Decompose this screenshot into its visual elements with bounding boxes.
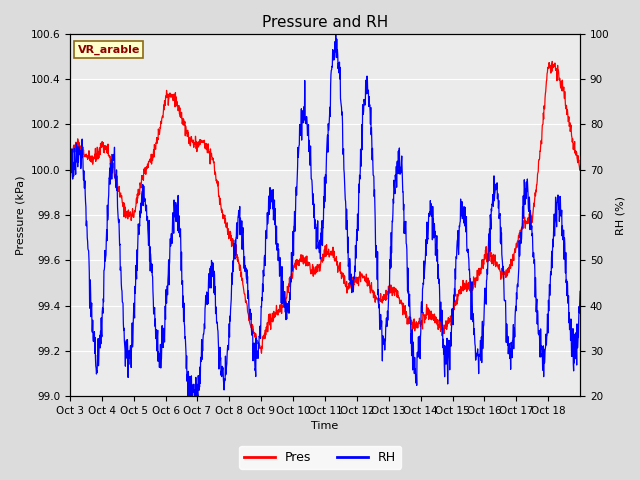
RH [293,175,301,180]
Pres [258,350,266,356]
Line: Pres: Pres [70,61,580,353]
Pres [303,261,310,266]
Pres [356,279,364,285]
Pres [66,148,74,154]
X-axis label: Time: Time [312,421,339,432]
RH [576,288,584,294]
RH [357,164,365,169]
Line: RH: RH [70,34,580,396]
Pres [126,210,134,216]
RH [184,393,192,399]
RH [303,114,310,120]
RH [106,176,113,181]
RH [283,316,291,322]
RH [126,347,134,352]
Y-axis label: RH (%): RH (%) [615,195,625,235]
Pres [576,166,584,171]
Pres [106,154,113,160]
Pres [293,261,301,266]
Text: VR_arable: VR_arable [77,45,140,55]
Title: Pressure and RH: Pressure and RH [262,15,388,30]
Pres [283,295,291,300]
RH [66,155,74,160]
RH [332,31,340,37]
Legend: Pres, RH: Pres, RH [239,446,401,469]
Pres [548,59,556,64]
Y-axis label: Pressure (kPa): Pressure (kPa) [15,175,25,255]
